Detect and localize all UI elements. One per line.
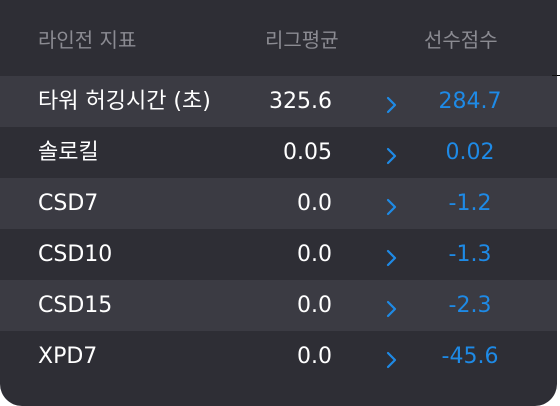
chevron-right-icon bbox=[386, 331, 398, 382]
table-row: CSD10 0.0 -1.3 bbox=[0, 229, 557, 280]
chevron-right-icon bbox=[386, 280, 398, 331]
metric-name: CSD15 bbox=[38, 293, 113, 318]
table-row: CSD7 0.0 -1.2 bbox=[0, 178, 557, 229]
league-average-value: 0.0 bbox=[297, 242, 332, 267]
chevron-right-icon bbox=[386, 76, 398, 127]
player-score-value: 0.02 bbox=[445, 140, 495, 165]
header-league-average: 리그평균 bbox=[265, 28, 339, 52]
table-row: 타워 허깅시간 (초) 325.6 284.7 bbox=[0, 76, 557, 127]
league-average-value: 0.05 bbox=[283, 140, 332, 165]
chevron-right-icon bbox=[386, 127, 398, 178]
league-average-value: 0.0 bbox=[297, 344, 332, 369]
header-player-score: 선수점수 bbox=[424, 28, 498, 52]
chevron-right-icon bbox=[386, 178, 398, 229]
league-average-value: 0.0 bbox=[297, 191, 332, 216]
player-score-value: -1.3 bbox=[448, 242, 492, 267]
metric-name: CSD7 bbox=[38, 191, 99, 216]
chevron-right-icon bbox=[386, 229, 398, 280]
player-score-value: -1.2 bbox=[448, 191, 492, 216]
table-header: 라인전 지표 리그평균 선수점수 bbox=[0, 0, 557, 76]
player-score-value: 284.7 bbox=[438, 89, 502, 114]
player-score-value: -2.3 bbox=[448, 293, 492, 318]
header-metric: 라인전 지표 bbox=[38, 28, 137, 52]
metric-name: 솔로킬 bbox=[38, 140, 99, 165]
metric-name: CSD10 bbox=[38, 242, 113, 267]
league-average-value: 325.6 bbox=[269, 89, 332, 114]
table-row: CSD15 0.0 -2.3 bbox=[0, 280, 557, 331]
metric-name: 타워 허깅시간 (초) bbox=[38, 89, 211, 114]
metric-name: XPD7 bbox=[38, 344, 98, 369]
table-row: 솔로킬 0.05 0.02 bbox=[0, 127, 557, 178]
league-average-value: 0.0 bbox=[297, 293, 332, 318]
player-score-value: -45.6 bbox=[441, 344, 499, 369]
table-row: XPD7 0.0 -45.6 bbox=[0, 331, 557, 382]
divider bbox=[552, 75, 560, 76]
